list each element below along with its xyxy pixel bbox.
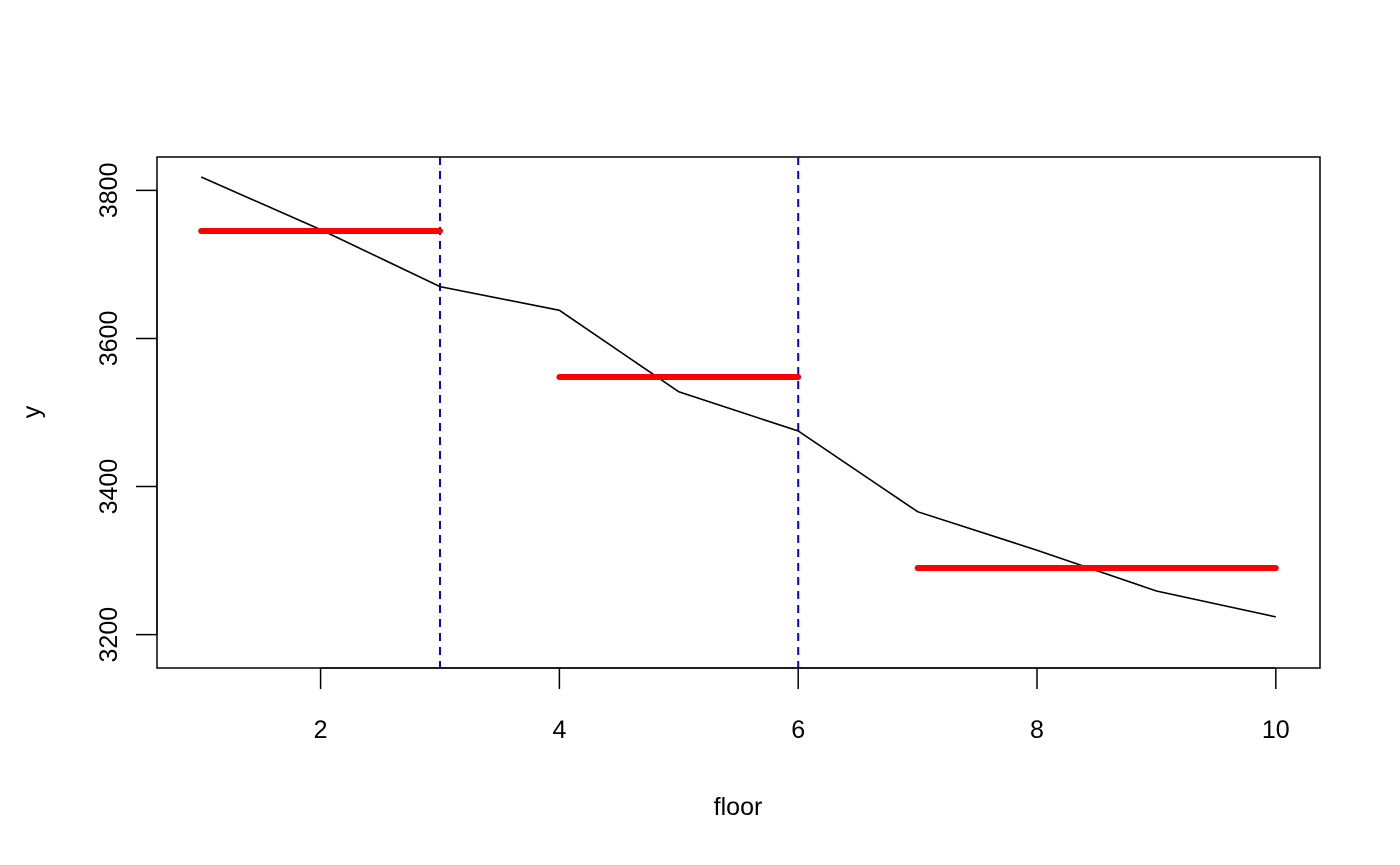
y-tick-label: 3400 (95, 459, 123, 515)
y-tick-label: 3800 (95, 163, 123, 219)
x-axis-title: floor (714, 793, 763, 821)
x-axis: 2 4 6 8 10 (314, 667, 1290, 744)
y-tick-label: 3200 (95, 607, 123, 663)
y-axis-title: y (18, 405, 46, 418)
y-axis: 3200 3400 3600 3800 (95, 163, 158, 663)
x-tick-label: 8 (1030, 716, 1044, 744)
y-tick-label: 3600 (95, 311, 123, 367)
x-tick-label: 6 (791, 716, 805, 744)
plot-marks (198, 157, 1279, 668)
x-tick-label: 4 (552, 716, 566, 744)
series-line-0 (200, 176, 1276, 618)
x-tick-label: 2 (314, 716, 328, 744)
x-tick-label: 10 (1262, 716, 1290, 744)
